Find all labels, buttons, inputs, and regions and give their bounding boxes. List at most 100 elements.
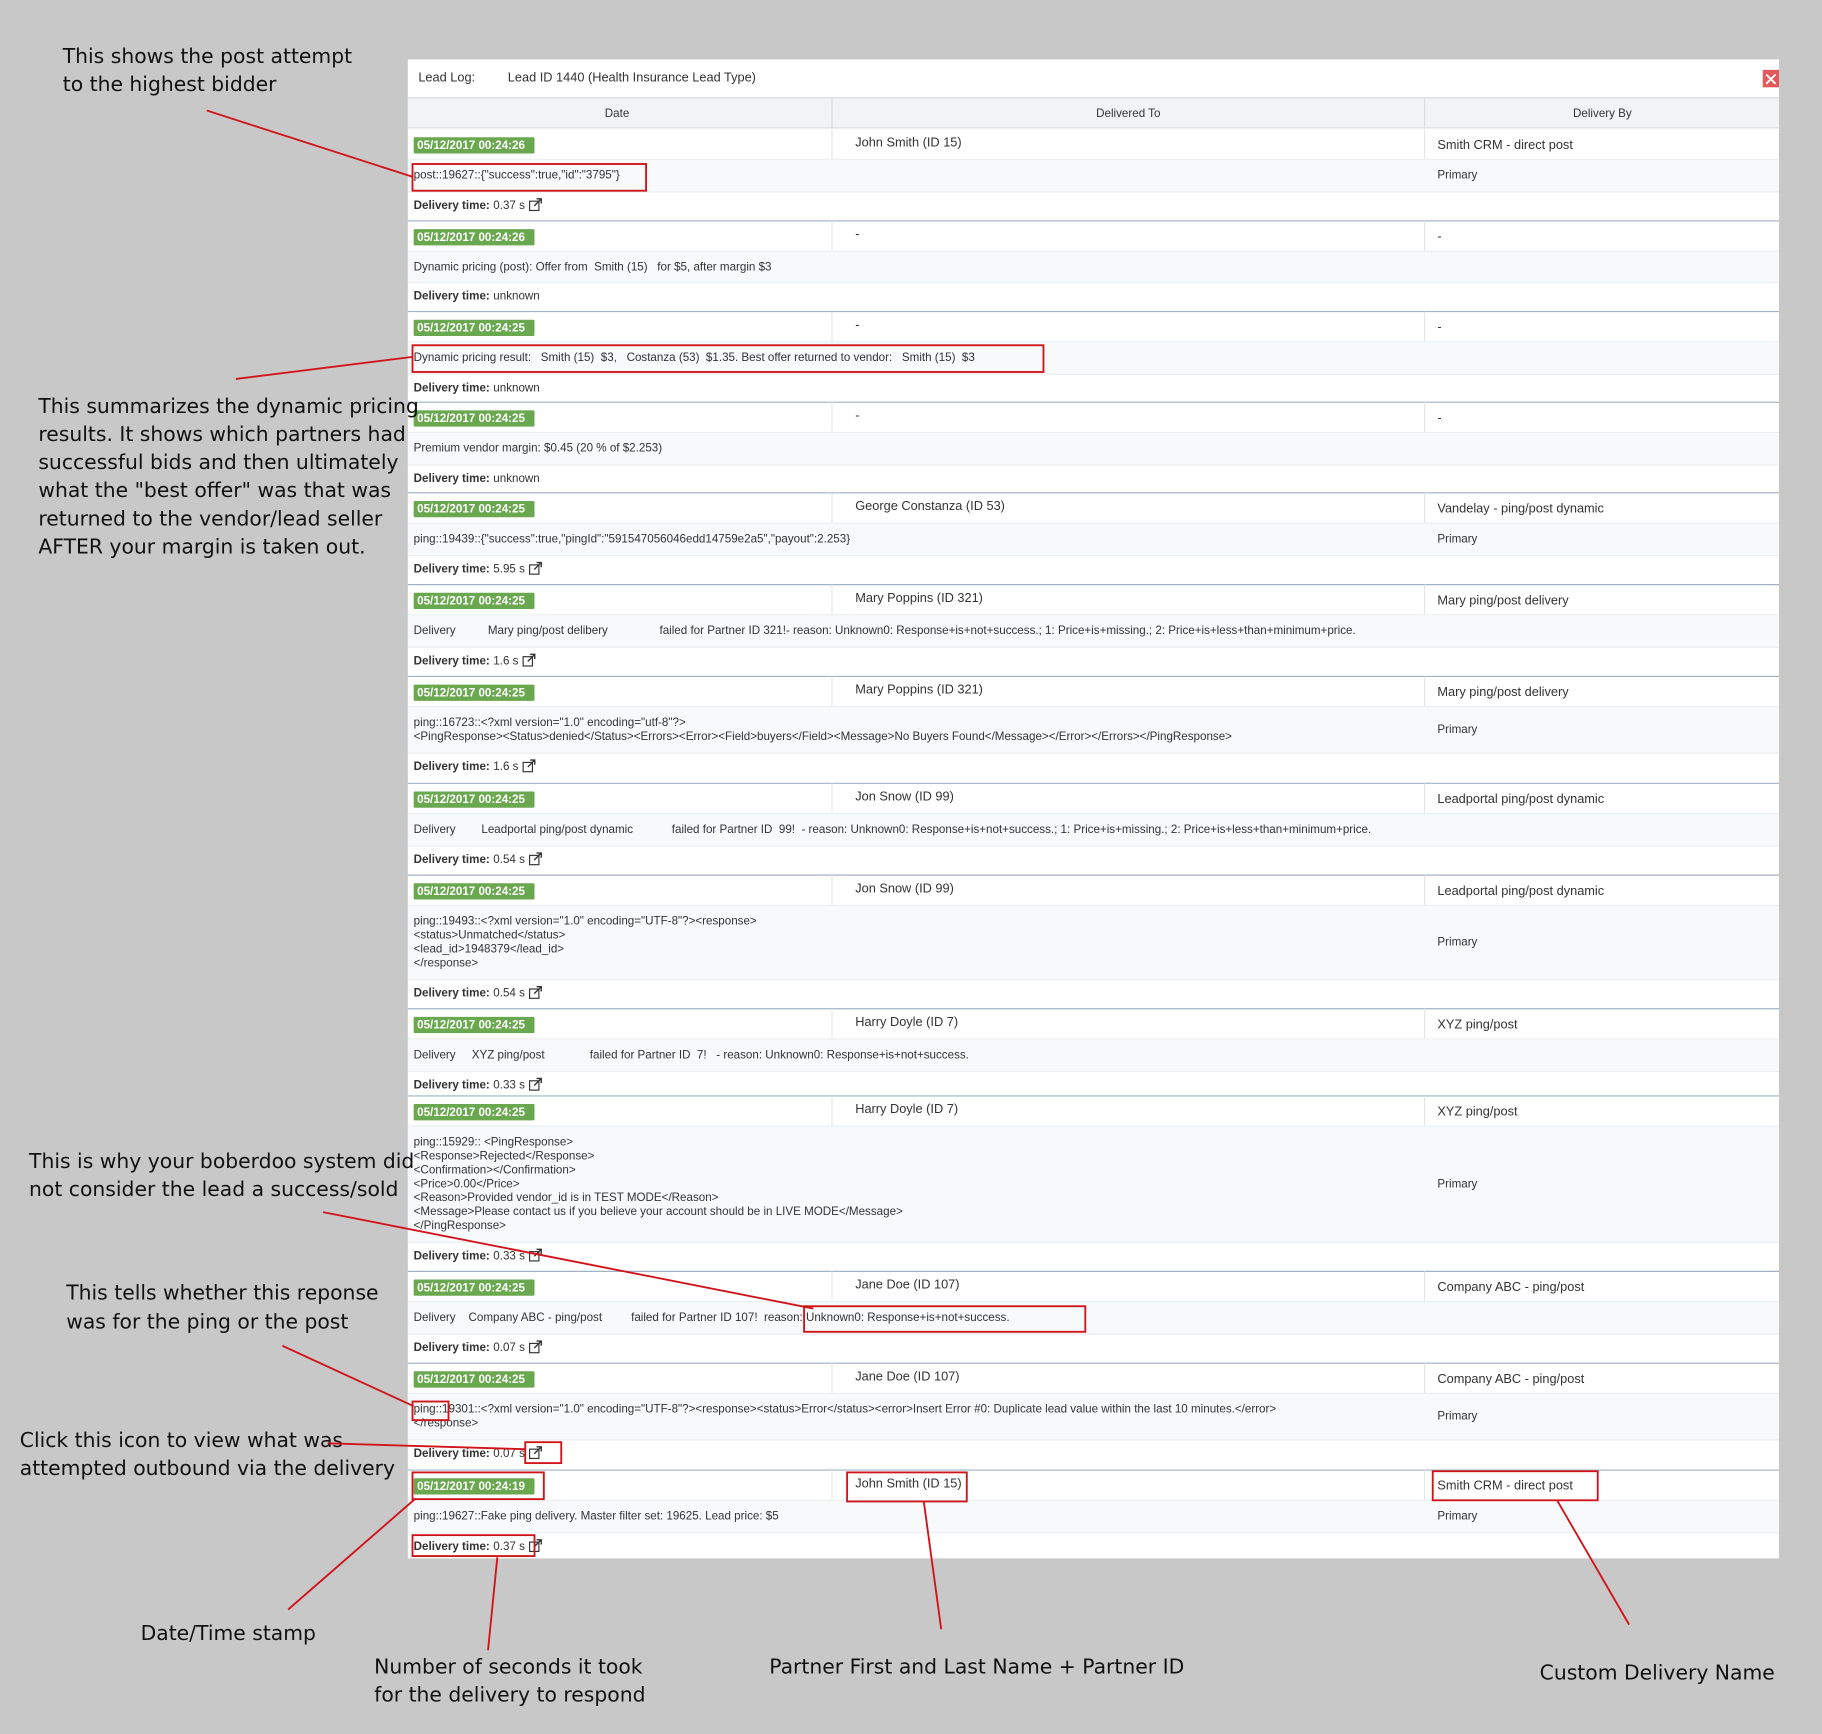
open-request-icon[interactable]	[529, 1340, 542, 1354]
delivery-role: Primary	[1437, 532, 1477, 545]
detail-row-bg	[407, 813, 1780, 847]
detail-row-bg	[407, 251, 1780, 283]
detail-row-bg	[407, 341, 1780, 375]
detail-text: <lead_id>1948379</lead_id>	[414, 943, 565, 956]
delivery-time-label: Delivery time:	[414, 472, 490, 485]
callouts	[206, 109, 1630, 1651]
delivered-to: Jane Doe (ID 107)	[855, 1277, 959, 1292]
annotation: Date/Time stamp	[141, 1621, 316, 1645]
annotation: what the "best offer" was that was	[38, 478, 391, 502]
delivery-by: Smith CRM - direct post	[1437, 1478, 1573, 1493]
delivery-time-label: Delivery time:	[414, 290, 490, 303]
detail-text: </response>	[414, 1417, 479, 1430]
delivery-time: 1.6 s	[493, 654, 518, 667]
delivery-time-label: Delivery time:	[414, 381, 490, 394]
date: 05/12/2017 00:24:25	[417, 1281, 525, 1294]
delivery-role: Primary	[1437, 1177, 1477, 1190]
delivery-by: -	[1437, 229, 1441, 244]
detail-row-bg	[407, 905, 1780, 980]
open-request-icon[interactable]	[529, 985, 542, 999]
annotation: AFTER your margin is taken out.	[38, 534, 365, 558]
delivery-by: Mary ping/post delivery	[1437, 684, 1569, 699]
delivery-time: 0.33 s	[493, 1249, 525, 1262]
delivery-by: Smith CRM - direct post	[1437, 137, 1573, 152]
delivery-time-label: Delivery time:	[414, 1249, 490, 1262]
delivery-time: 5.95 s	[493, 563, 525, 576]
delivered-to: John Smith (ID 15)	[855, 134, 961, 149]
detail-text: Delivery Company ABC - ping/post failed …	[414, 1311, 1010, 1324]
date-badge	[413, 684, 535, 701]
date: 05/12/2017 00:24:25	[417, 1019, 525, 1032]
close-button[interactable]	[1762, 69, 1780, 88]
delivery-by: Company ABC - ping/post	[1437, 1279, 1584, 1294]
date: 05/12/2017 00:24:19	[417, 1480, 525, 1493]
open-request-icon[interactable]	[529, 198, 542, 212]
open-request-icon[interactable]	[529, 561, 542, 575]
detail-row-bg	[407, 1500, 1780, 1533]
delivery-time-label: Delivery time:	[414, 760, 490, 773]
column-header: Delivered To	[1096, 107, 1160, 120]
detail-text: ping::19627::Fake ping delivery. Master …	[414, 1510, 779, 1523]
detail-text: ping::15929:: <PingResponse>	[414, 1135, 574, 1148]
detail-text: <Message>Please contact us if you believ…	[414, 1205, 903, 1218]
open-request-icon[interactable]	[522, 759, 536, 773]
open-request-icon[interactable]	[529, 1248, 542, 1262]
annotation: results. It shows which partners had	[38, 422, 405, 446]
delivery-time: 0.37 s	[493, 1540, 525, 1553]
detail-text: Dynamic pricing result: Smith (15) $3, C…	[414, 351, 975, 364]
delivery-by: XYZ ping/post	[1437, 1016, 1518, 1031]
delivery-time: 0.33 s	[493, 1079, 525, 1092]
delivered-to: George Constanza (ID 53)	[855, 498, 1005, 513]
annotation: to the highest bidder	[63, 72, 277, 96]
date-badge	[413, 229, 535, 246]
annotation: This summarizes the dynamic pricing	[37, 394, 418, 418]
delivery-by: -	[1437, 410, 1441, 425]
date-badge	[413, 883, 535, 900]
detail-row-bg	[407, 1038, 1780, 1072]
date-badge	[413, 137, 535, 154]
open-request-icon[interactable]	[529, 1077, 542, 1091]
delivery-time-label: Delivery time:	[414, 1447, 490, 1460]
detail-row-bg	[407, 432, 1780, 465]
detail-text: ping::19439::{"success":true,"pingId":"5…	[414, 532, 851, 545]
detail-text: <Reason>Provided vendor_id is in TEST MO…	[414, 1191, 719, 1204]
date: 05/12/2017 00:24:25	[417, 321, 525, 334]
delivery-time: unknown	[493, 472, 539, 485]
delivery-time: unknown	[493, 381, 539, 394]
open-request-icon[interactable]	[529, 852, 542, 866]
delivery-time: 0.07 s	[493, 1341, 525, 1354]
date-badge	[413, 1016, 535, 1034]
delivery-time-label: Delivery time:	[414, 654, 490, 667]
open-request-icon[interactable]	[529, 1446, 542, 1460]
date: 05/12/2017 00:24:25	[417, 412, 525, 425]
date: 05/12/2017 00:24:25	[417, 793, 525, 806]
detail-text: ping::19301::<?xml version="1.0" encodin…	[414, 1403, 1277, 1416]
delivered-to: Harry Doyle (ID 7)	[855, 1014, 958, 1029]
annotation: Number of seconds it took	[374, 1655, 643, 1679]
delivered-to: Jane Doe (ID 107)	[855, 1368, 959, 1383]
column-header: Delivery By	[1573, 107, 1632, 120]
table-header	[407, 97, 1780, 128]
annotation: Custom Delivery Name	[1540, 1660, 1775, 1684]
detail-text: <Price>0.00</Price>	[414, 1177, 520, 1190]
date: 05/12/2017 00:24:25	[417, 1106, 525, 1119]
delivered-to: Mary Poppins (ID 321)	[855, 590, 983, 605]
date-badge	[413, 1104, 535, 1121]
date: 05/12/2017 00:24:25	[417, 595, 525, 608]
detail-text: <PingResponse><Status>denied</Status><Er…	[414, 730, 1233, 743]
annotation: This tells whether this reponse	[65, 1280, 378, 1304]
date: 05/12/2017 00:24:26	[417, 231, 525, 244]
delivery-role: Primary	[1437, 1510, 1477, 1523]
date-badge	[413, 592, 535, 610]
open-request-icon[interactable]	[522, 653, 536, 667]
delivery-time: 0.37 s	[493, 199, 525, 212]
detail-row-bg	[407, 1393, 1780, 1440]
detail-text: Delivery Mary ping/post delibery failed …	[414, 624, 1356, 637]
delivery-role: Primary	[1437, 169, 1477, 182]
annotation: Click this icon to view what was	[20, 1428, 343, 1452]
detail-text: post::19627::{"success":true,"id":"3795"…	[414, 169, 620, 182]
delivery-time: 0.54 s	[493, 853, 525, 866]
date-badge	[413, 1371, 535, 1388]
